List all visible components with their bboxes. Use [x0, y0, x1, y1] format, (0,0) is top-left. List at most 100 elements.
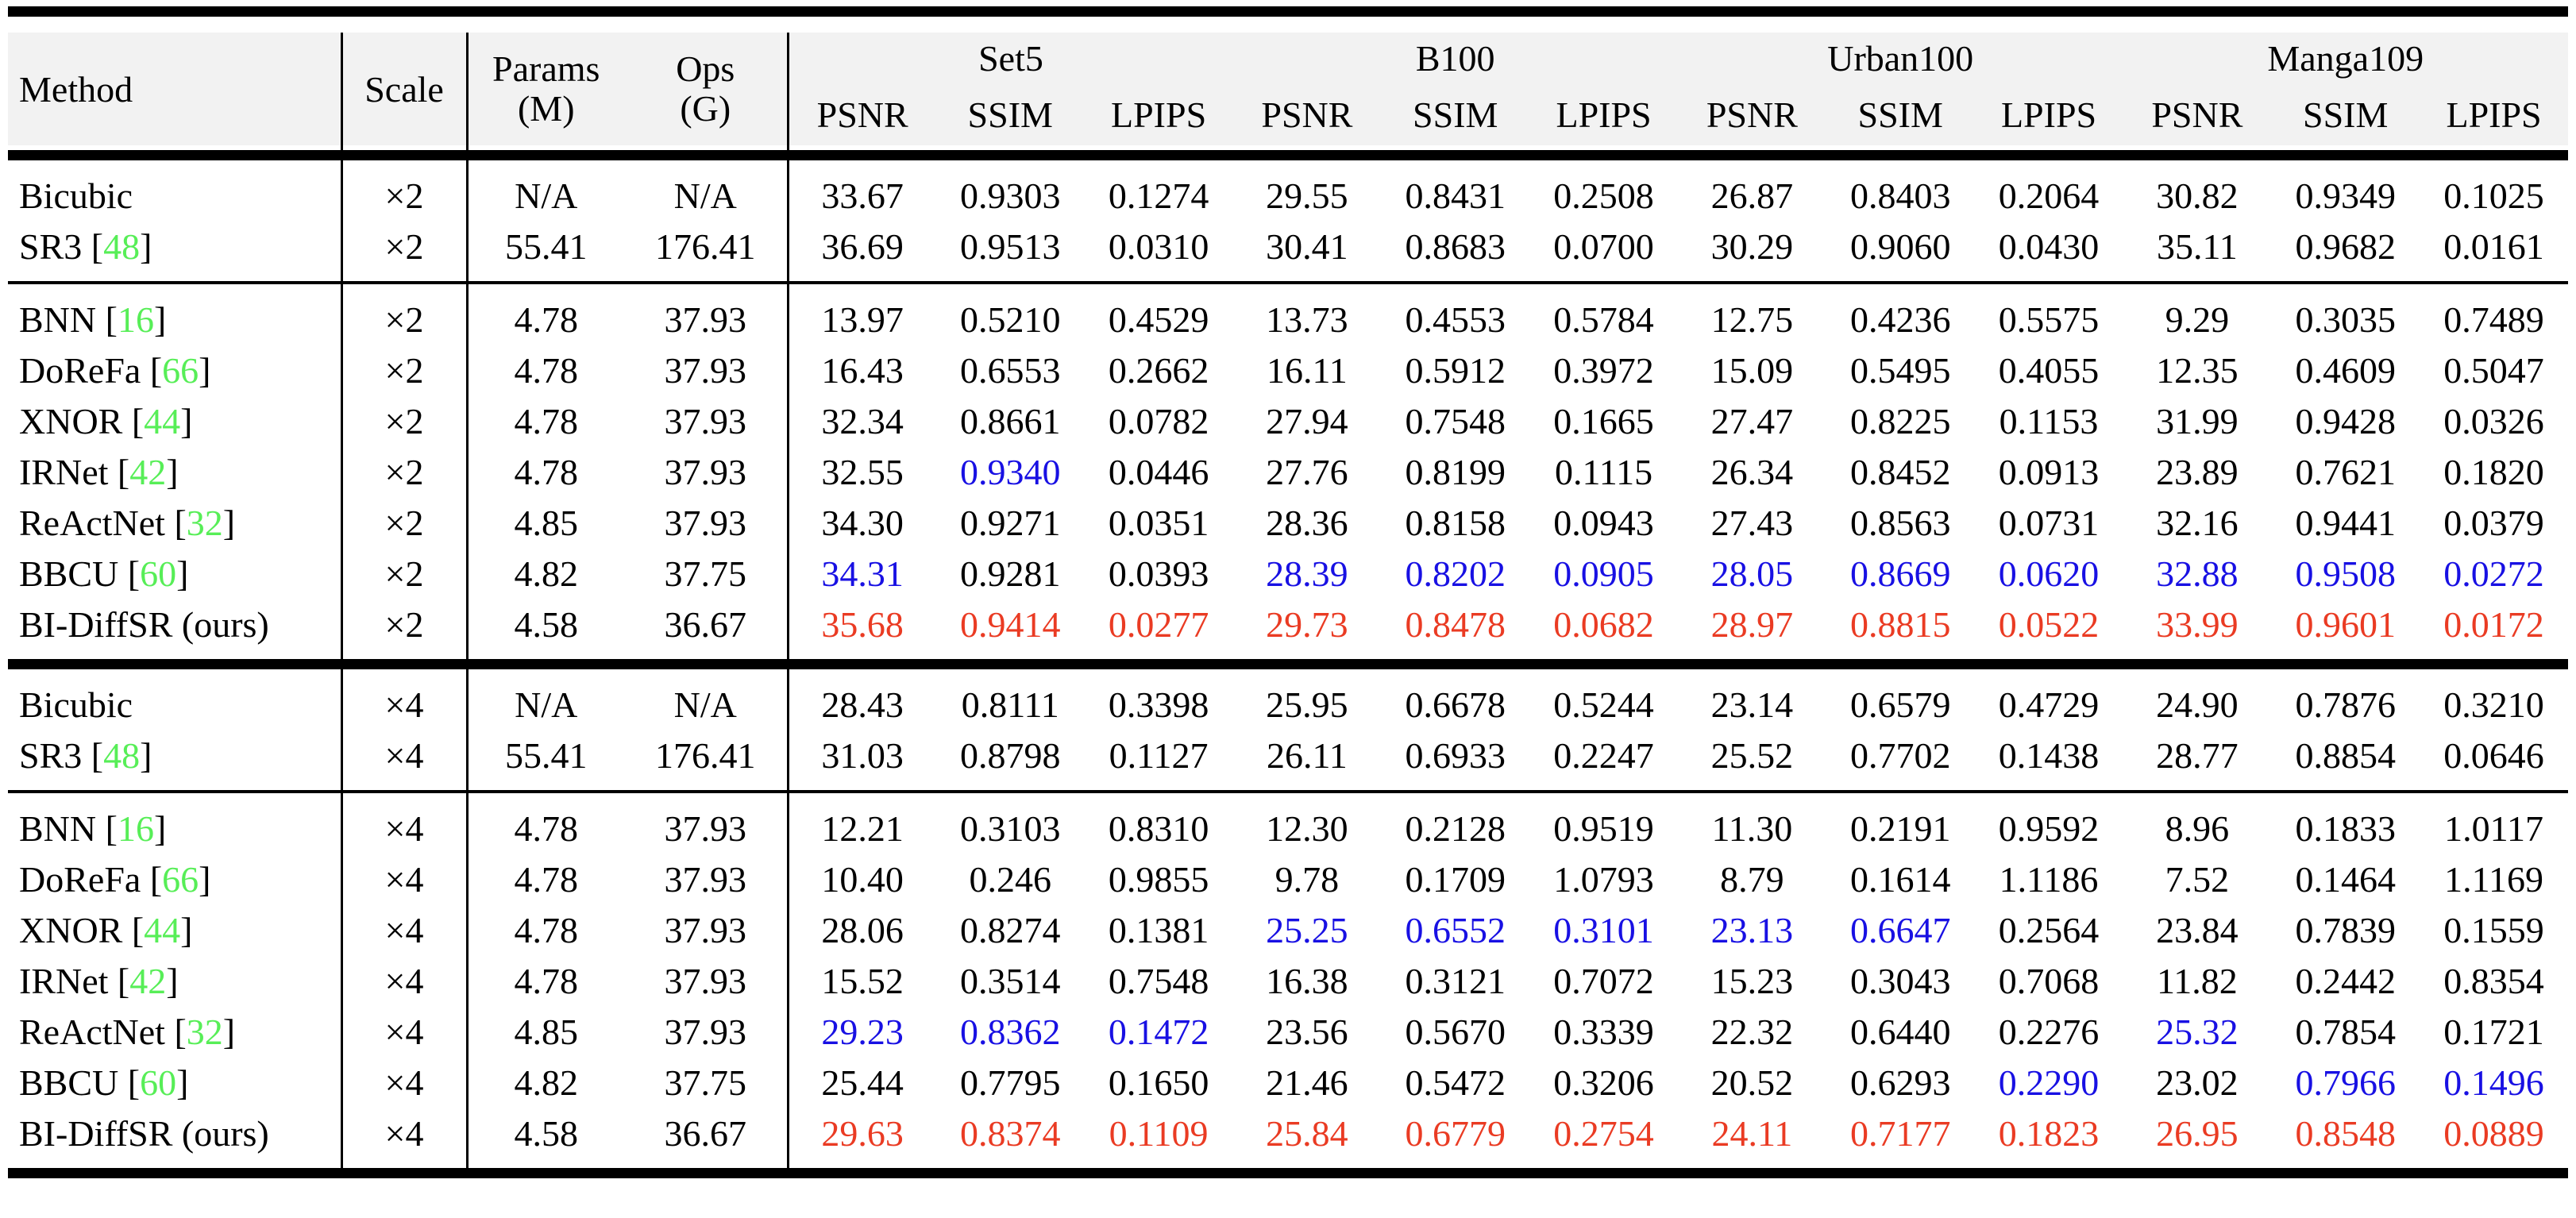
- metric-cell: 28.43: [786, 679, 936, 730]
- metric-cell: 0.8661: [959, 400, 1061, 441]
- metric-cell: 0.6293: [1849, 1062, 1951, 1103]
- ops-cell: N/A: [673, 175, 737, 216]
- ops-cell: 37.93: [664, 400, 747, 441]
- method-cell: BNN [16]: [8, 803, 341, 854]
- method-cell: SR3 [48]: [8, 221, 341, 272]
- scale-cell: ×4: [340, 854, 467, 904]
- citation-bracket: [: [141, 858, 163, 900]
- metric-cell: 24.11: [1711, 1112, 1793, 1154]
- spacer-cell: [465, 272, 624, 281]
- metric-cell: 0.8683: [1405, 225, 1506, 267]
- metric-cell: 0.3514: [959, 960, 1061, 1001]
- table-row: IRNet [42] ×4 4.78 37.93 15.52 0.3514 0.7548 16…: [8, 955, 2568, 1006]
- section-rule-bar: [8, 281, 2568, 284]
- metric-cell: 0.3210: [2443, 684, 2544, 725]
- metric-cell: 35.11: [2156, 225, 2238, 267]
- metric-cell: 0.9592: [1998, 808, 2100, 849]
- ops-cell: 176.41: [655, 734, 756, 776]
- metric-cell: 0.1665: [1553, 400, 1654, 441]
- metric-cell: 0.7702: [1849, 734, 1951, 776]
- metric-header-ssim: SSIM: [935, 83, 1085, 145]
- citation-bracket: [: [164, 502, 187, 543]
- metric-cell: 0.6933: [1405, 734, 1506, 776]
- citation-number: 48: [103, 225, 141, 267]
- metric-cell: 0.1381: [1108, 909, 1209, 950]
- ops-header-line1: Ops: [676, 48, 735, 90]
- section-rule: [8, 281, 2568, 284]
- method-cell: BBCU [60]: [8, 548, 341, 599]
- citation-number: 16: [117, 299, 154, 340]
- citation-bracket: ]: [222, 502, 236, 543]
- citation-number: 32: [186, 502, 223, 543]
- metric-cell: 0.0913: [1998, 451, 2100, 492]
- metric-cell: 0.1709: [1405, 858, 1506, 900]
- scale-cell: ×2: [340, 345, 467, 395]
- citation-number: 60: [140, 553, 177, 594]
- metric-cell: 32.88: [2156, 553, 2239, 594]
- citation-number: 48: [103, 734, 141, 776]
- metric-cell: 0.8310: [1108, 808, 1209, 849]
- metric-cell: 29.23: [786, 1006, 936, 1057]
- method-label: SR3: [19, 734, 83, 776]
- metric-cell: 0.5495: [1849, 349, 1951, 391]
- citation-bracket: [: [108, 960, 130, 1001]
- method-label: BBCU: [19, 1062, 119, 1103]
- ops-cell: 37.93: [664, 909, 747, 950]
- scale-cell: ×2: [340, 446, 467, 497]
- metric-cell: 0.1559: [2443, 909, 2544, 950]
- scale-cell: ×2: [340, 294, 467, 345]
- metric-cell: 0.2128: [1405, 808, 1506, 849]
- metric-header-ssim: SSIM: [2271, 83, 2420, 145]
- metric-cell: 0.2754: [1553, 1112, 1654, 1154]
- table-row: ReActNet [32] ×2 4.85 37.93 34.30 0.9271 0.035…: [8, 497, 2568, 548]
- metric-cell: 0.0782: [1108, 400, 1209, 441]
- metric-cell: 0.5670: [1405, 1011, 1506, 1052]
- method-label: BBCU: [19, 553, 119, 594]
- metric-cell: 13.97: [786, 294, 936, 345]
- method-label: Bicubic: [19, 684, 133, 725]
- table-row: XNOR [44] ×2 4.78 37.93 32.34 0.8661 0.0782 27.…: [8, 395, 2568, 446]
- metric-cell: 0.0731: [1998, 502, 2100, 543]
- metric-cell: 0.0943: [1553, 502, 1654, 543]
- citation-bracket: [: [82, 734, 104, 776]
- metric-cell: 0.6553: [959, 349, 1061, 391]
- metric-cell: 9.78: [1275, 858, 1340, 900]
- metric-cell: 0.8111: [961, 684, 1059, 725]
- metric-cell: 34.31: [786, 548, 936, 599]
- metric-cell: 0.0889: [2443, 1112, 2544, 1154]
- metric-cell: 27.76: [1266, 451, 1348, 492]
- table-row: BNN [16] ×4 4.78 37.93 12.21 0.3103 0.8310 12.3…: [8, 803, 2568, 854]
- metric-cell: 0.3339: [1553, 1011, 1654, 1052]
- spacer-cell: [786, 669, 2568, 679]
- metric-cell: 0.7489: [2443, 299, 2544, 340]
- metric-cell: 28.05: [1710, 553, 1794, 594]
- method-label: ReActNet: [19, 502, 165, 543]
- params-cell: 4.78: [465, 854, 624, 904]
- citation-bracket: [: [122, 909, 145, 950]
- metric-cell: 0.9349: [2295, 175, 2396, 216]
- metric-cell: 1.0117: [2444, 808, 2543, 849]
- metric-cell: 0.7795: [959, 1062, 1061, 1103]
- table-row: SR3 [48] ×4 55.41 176.41 31.03 0.8798 0.1127 26…: [8, 730, 2568, 781]
- metric-cell: 0.6579: [1849, 684, 1951, 725]
- params-cell: 4.78: [465, 803, 624, 854]
- method-cell: BI-DiffSR (ours): [8, 599, 341, 649]
- metric-cell: 25.32: [2156, 1011, 2239, 1052]
- metric-cell: 0.1823: [1998, 1112, 2100, 1154]
- params-cell: 4.85: [465, 497, 624, 548]
- metric-cell: 0.8158: [1405, 502, 1506, 543]
- metric-cell: 0.2662: [1108, 349, 1209, 391]
- metric-cell: 32.34: [786, 395, 936, 446]
- metric-cell: 23.02: [2156, 1062, 2239, 1103]
- metric-cell: 12.30: [1266, 808, 1348, 849]
- metric-cell: 8.79: [1720, 858, 1784, 900]
- metric-cell: 30.82: [2156, 175, 2239, 216]
- spacer-cell: [624, 669, 788, 679]
- top-gap: [8, 17, 2568, 33]
- metric-cell: 0.0682: [1553, 603, 1654, 645]
- metric-cell: 0.2290: [1998, 1062, 2100, 1103]
- spacer-cell: [624, 793, 788, 803]
- params-cell: 4.78: [465, 294, 624, 345]
- metric-cell: 0.0310: [1108, 225, 1209, 267]
- method-label: IRNet: [19, 960, 109, 1001]
